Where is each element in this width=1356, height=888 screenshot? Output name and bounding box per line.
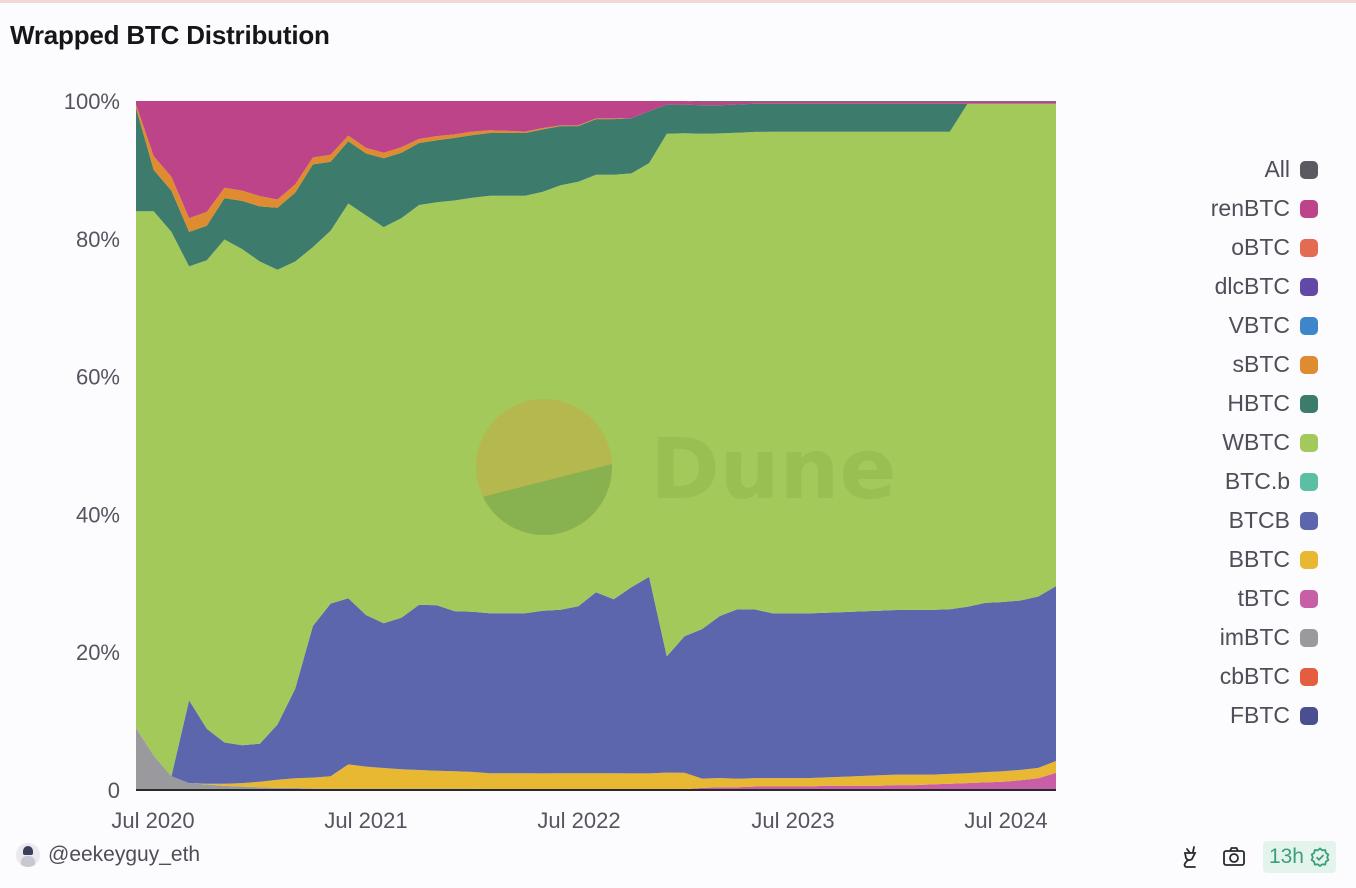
legend-swatch-icon: [1300, 628, 1318, 647]
legend-swatch-icon: [1300, 160, 1318, 179]
legend-item-vbtc[interactable]: VBTC: [1229, 306, 1318, 345]
area-all: [136, 101, 1056, 102]
top-accent-strip: [0, 0, 1356, 3]
legend-item-all[interactable]: All: [1264, 150, 1318, 189]
chart-title: Wrapped BTC Distribution: [10, 20, 330, 50]
legend-item-fbtc[interactable]: FBTC: [1230, 696, 1318, 735]
legend-swatch-icon: [1300, 277, 1318, 296]
legend-swatch-icon: [1300, 472, 1318, 491]
watermark-text: Dune: [650, 420, 896, 518]
y-tick-label: 100%: [64, 89, 120, 114]
legend-swatch-icon: [1300, 667, 1318, 686]
legend-swatch-icon: [1300, 355, 1318, 374]
legend-label: WBTC: [1222, 429, 1290, 455]
legend-label: FBTC: [1229, 702, 1290, 728]
legend-swatch-icon: [1300, 589, 1318, 608]
legend-label: cbBTC: [1219, 663, 1290, 689]
x-tick-label: Jul 2024: [964, 808, 1047, 833]
avatar: [16, 843, 40, 867]
legend-swatch-icon: [1300, 394, 1318, 413]
legend-item-sbtc[interactable]: sBTC: [1232, 345, 1318, 384]
plug-icon[interactable]: [1175, 842, 1205, 872]
legend-item-dlcbtc[interactable]: dlcBTC: [1215, 267, 1318, 306]
area-btcb: [136, 576, 1056, 784]
legend-swatch-icon: [1300, 238, 1318, 257]
legend-item-hbtc[interactable]: HBTC: [1227, 384, 1318, 423]
legend-item-bbtc[interactable]: BBTC: [1229, 540, 1318, 579]
y-tick-label: 20%: [76, 640, 120, 665]
legend-item-renbtc[interactable]: renBTC: [1211, 189, 1318, 228]
footer-actions: 13h: [1161, 841, 1336, 873]
x-axis: Jul 2020 Jul 2021 Jul 2022 Jul 2023 Jul 2024: [111, 808, 1047, 833]
x-tick-label: Jul 2020: [111, 808, 194, 833]
legend-item-btcb[interactable]: BTCB: [1229, 501, 1318, 540]
legend-swatch-icon: [1300, 706, 1318, 725]
legend-swatch-icon: [1300, 199, 1318, 218]
legend-label: VBTC: [1228, 312, 1290, 338]
check-badge-icon: [1310, 847, 1330, 867]
legend-label: dlcBTC: [1214, 273, 1290, 299]
x-tick-label: Jul 2022: [537, 808, 620, 833]
legend-label: HBTC: [1227, 390, 1290, 416]
legend-label: imBTC: [1219, 624, 1290, 650]
y-tick-label: 60%: [76, 365, 120, 390]
y-tick-label: 0: [108, 778, 120, 803]
area-hbtc: [136, 103, 1056, 270]
legend: All renBTC oBTC dlcBTC VBTC sBTC HBTC WBTC BTC.b…: [1211, 150, 1318, 735]
legend-label: BTCB: [1228, 507, 1290, 533]
refresh-status-badge[interactable]: 13h: [1262, 841, 1336, 873]
legend-label: All: [1264, 156, 1290, 182]
legend-swatch-icon: [1300, 316, 1318, 335]
legend-swatch-icon: [1300, 511, 1318, 530]
area-bbtc: [136, 728, 1056, 790]
x-tick-label: Jul 2023: [751, 808, 834, 833]
x-tick-label: Jul 2021: [324, 808, 407, 833]
legend-label: renBTC: [1210, 195, 1290, 221]
author[interactable]: @eekeyguy_eth: [16, 843, 200, 867]
legend-item-btcb[interactable]: BTC.b: [1225, 462, 1318, 501]
legend-item-obtc[interactable]: oBTC: [1231, 228, 1318, 267]
legend-item-imbtc[interactable]: imBTC: [1220, 618, 1318, 657]
legend-label: BTC.b: [1224, 468, 1290, 494]
y-axis: 0 20% 40% 60% 80% 100%: [64, 89, 120, 803]
area-renbtc: [136, 101, 1056, 219]
username: @eekeyguy_eth: [48, 843, 201, 866]
legend-label: tBTC: [1237, 585, 1290, 611]
legend-swatch-icon: [1300, 550, 1318, 569]
camera-icon[interactable]: [1219, 842, 1249, 872]
legend-label: BBTC: [1228, 546, 1290, 572]
legend-swatch-icon: [1300, 433, 1318, 452]
refresh-age: 13h: [1268, 845, 1304, 868]
legend-item-tbtc[interactable]: tBTC: [1238, 579, 1318, 618]
legend-label: sBTC: [1232, 351, 1291, 377]
legend-label: oBTC: [1231, 234, 1290, 260]
y-tick-label: 40%: [76, 502, 120, 527]
legend-item-wbtc[interactable]: WBTC: [1222, 423, 1318, 462]
y-tick-label: 80%: [76, 227, 120, 252]
legend-item-cbbtc[interactable]: cbBTC: [1220, 657, 1318, 696]
